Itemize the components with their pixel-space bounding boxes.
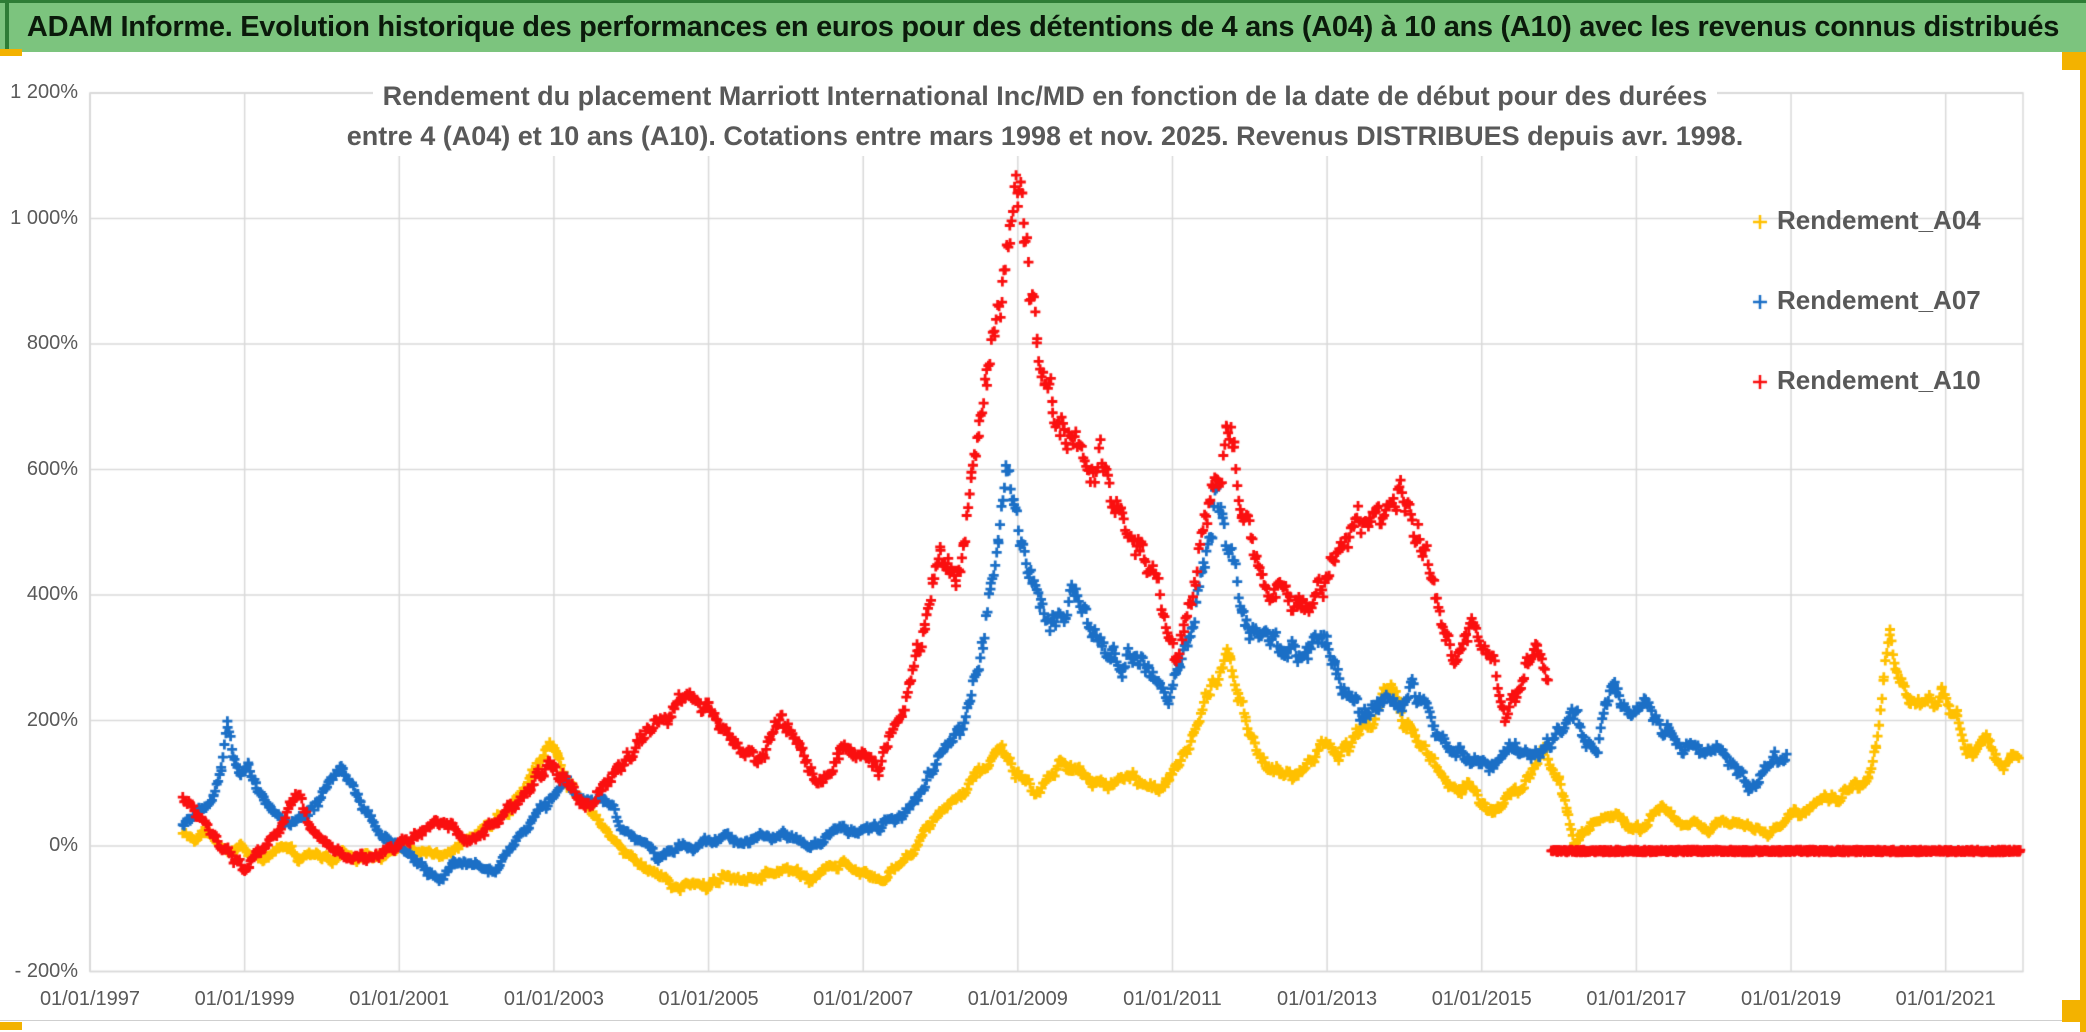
x-axis-tick-label: 01/01/2019 [1740, 988, 1842, 1010]
y-axis-tick-label: 600% [26, 457, 78, 480]
x-axis-tick-label: 01/01/2007 [813, 988, 914, 1010]
x-axis-tick-label: 01/01/2021 [1895, 988, 1996, 1010]
y-axis-tick-label: 400% [26, 583, 78, 605]
y-axis-tick-label: 0% [49, 834, 78, 856]
x-axis-tick-label: 01/01/1999 [194, 988, 295, 1010]
x-axis-tick-label: 01/01/2001 [349, 988, 450, 1010]
x-axis-tick-label: 01/01/2011 [1123, 988, 1222, 1010]
y-axis-tick-label: 1 000% [10, 206, 78, 229]
chart-title-line1: Rendement du placement Marriott Internat… [372, 76, 1718, 116]
legend-item-rendement_a07[interactable]: Rendement_A07 [1777, 285, 1981, 315]
x-axis-tick-label: 01/01/2017 [1586, 988, 1687, 1010]
x-axis-tick-label: 01/01/2009 [967, 988, 1068, 1010]
x-axis-tick-label: 01/01/2015 [1431, 988, 1532, 1010]
y-axis-tick-label: 800% [26, 332, 78, 354]
y-axis-tick-label: 200% [26, 708, 78, 731]
x-axis-tick-label: 01/01/1997 [39, 988, 141, 1010]
legend-item-rendement_a10[interactable]: Rendement_A10 [1777, 365, 1981, 395]
chart-title-line2: entre 4 (A04) et 10 ans (A10). Cotations… [336, 116, 1754, 156]
legend-item-rendement_a04[interactable]: Rendement_A04 [1777, 205, 1981, 235]
x-axis-tick-label: 01/01/2003 [503, 988, 604, 1010]
y-axis-tick-label: 1 200% [10, 81, 78, 103]
y-axis-tick-label: - 200% [14, 959, 78, 982]
x-axis-tick-label: 01/01/2013 [1277, 988, 1378, 1010]
chart-title: Rendement du placement Marriott Internat… [190, 76, 1900, 156]
x-axis-tick-label: 01/01/2005 [658, 988, 759, 1010]
